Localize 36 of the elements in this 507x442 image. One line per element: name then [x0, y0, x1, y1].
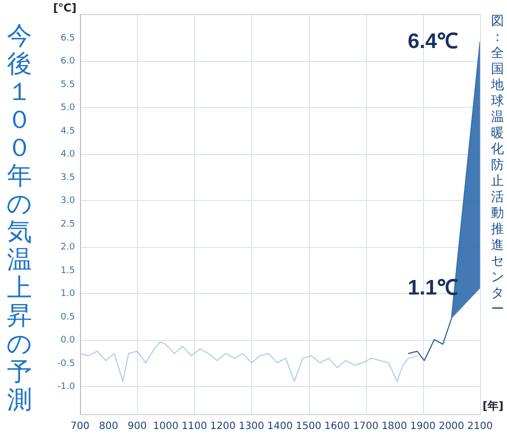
annotation: 6.4℃	[408, 30, 458, 53]
chart-title: 今後１００年の気温上昇の予測	[6, 21, 32, 414]
x-tick-label: 1300	[238, 421, 264, 432]
x-tick-label: 1100	[182, 421, 208, 432]
y-tick-label: 1.0	[60, 289, 76, 300]
y-tick-label: 5.5	[60, 80, 75, 90]
y-tick-label: -0.5	[57, 358, 75, 369]
y-tick-label: 3.5	[60, 172, 75, 183]
y-tick-label: 6.0	[60, 56, 76, 67]
y-tick-label: 5.0	[60, 103, 76, 114]
y-tick-label: -1.0	[57, 382, 76, 392]
x-tick-label: 1700	[352, 421, 378, 432]
y-tick-label: 2.0	[60, 242, 76, 253]
y-tick-label: 0.5	[60, 312, 75, 322]
y-tick-label: 0.0	[60, 336, 76, 346]
y-tick-label: 3.0	[60, 196, 76, 206]
x-tick-label: 1200	[210, 421, 236, 432]
x-tick-label: 1000	[152, 421, 178, 432]
text: 図：全国地球温暖化防止活動推進センター	[491, 14, 504, 317]
x-tick-label: 2000	[438, 421, 464, 432]
x-tick-label: 700	[70, 421, 90, 432]
y-tick-label: 4.5	[60, 126, 75, 136]
x-tick-label: 1500	[296, 421, 322, 432]
x-tick-label: 800	[99, 421, 118, 432]
y-tick-label: 1.5	[60, 266, 75, 276]
x-tick-label: 1600	[324, 421, 350, 432]
x-axis-title: [年]	[482, 400, 504, 412]
y-tick-label: 6.5	[60, 33, 75, 44]
y-tick-label: 2.5	[60, 219, 75, 230]
x-tick-label: 1900	[410, 421, 436, 432]
y-axis-title: [℃]	[53, 2, 76, 14]
x-tick-label: 1400	[267, 421, 293, 432]
x-tick-label: 2100	[467, 421, 493, 432]
x-tick-label: 1800	[382, 421, 408, 432]
x-tick-label: 900	[128, 421, 147, 432]
y-tick-label: 4.0	[60, 150, 76, 160]
